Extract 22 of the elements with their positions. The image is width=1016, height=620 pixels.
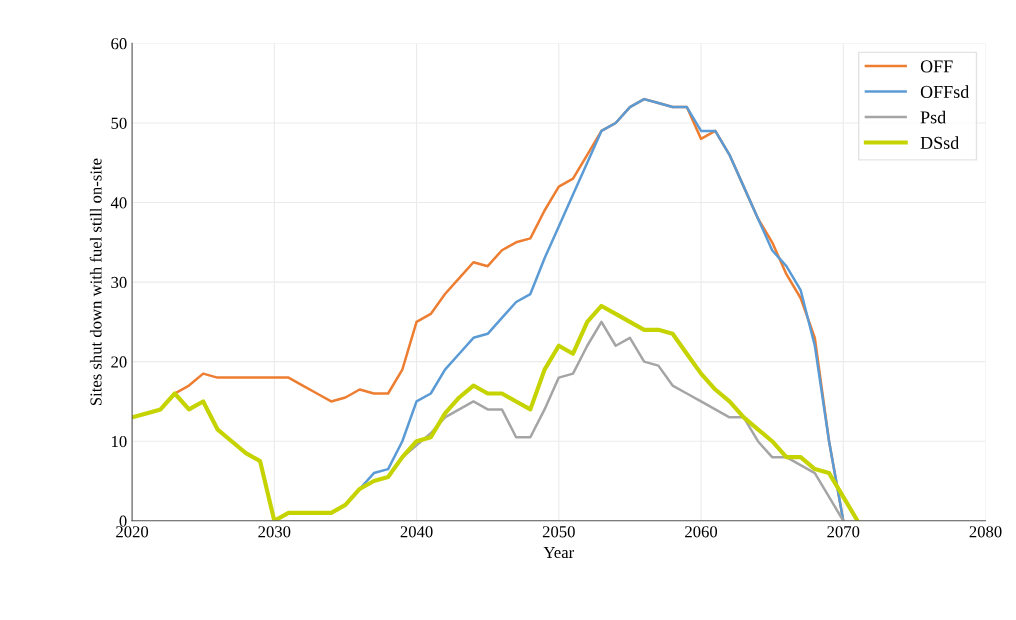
legend-label: DSsd — [920, 136, 960, 149]
x-tick-label: 2020 — [116, 526, 149, 538]
x-tick-label: 2080 — [969, 526, 1002, 538]
x-tick-label: 2060 — [685, 526, 718, 538]
y-tick-label: 20 — [111, 356, 127, 368]
legend-label: OFFsd — [920, 85, 970, 98]
y-tick-label: 30 — [111, 276, 127, 289]
line-series — [358, 97, 845, 521]
x-tick-label: 2050 — [542, 526, 575, 538]
x-axis-title: Year — [543, 546, 575, 559]
y-tick-label: 50 — [111, 117, 127, 129]
x-tick-label: 2030 — [258, 526, 291, 538]
legend-label: OFF — [920, 60, 953, 73]
x-tick-label: 2040 — [400, 526, 433, 538]
y-tick-label: 40 — [110, 197, 127, 209]
legend-label: Psd — [920, 110, 946, 124]
y-tick-label: 10 — [112, 435, 127, 448]
y-tick-label: 60 — [111, 38, 127, 50]
line-series — [132, 303, 860, 521]
y-axis-title: Sites shut down with fuel still on-site — [89, 158, 102, 406]
x-tick-label: 2070 — [827, 526, 860, 538]
y-tick-label: 0 — [119, 515, 127, 527]
